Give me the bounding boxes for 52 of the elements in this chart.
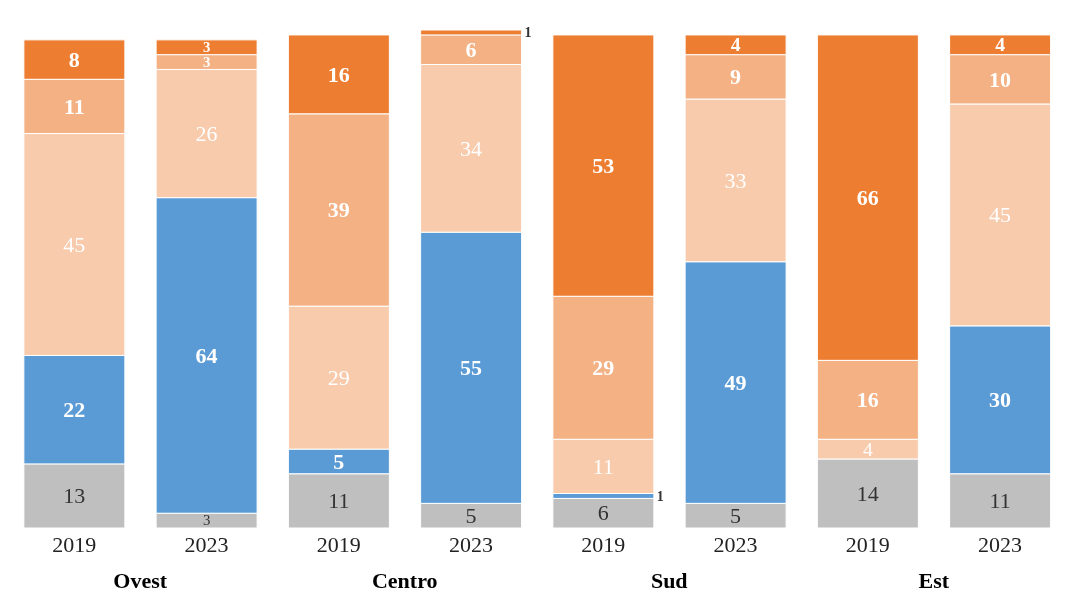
data-label: 55 xyxy=(460,355,483,381)
data-label: 53 xyxy=(592,152,615,178)
data-label: 49 xyxy=(724,369,747,395)
text: Est xyxy=(917,568,951,594)
data-label: 39 xyxy=(327,197,350,223)
data-label: 16 xyxy=(856,387,879,413)
x-tick-label: 2023 xyxy=(713,531,758,557)
data-label: 5 xyxy=(465,502,477,528)
data-label: 11 xyxy=(592,453,614,479)
bar xyxy=(552,497,655,528)
x-tick-label: 2019 xyxy=(845,531,890,557)
text: Ovest xyxy=(112,568,169,594)
data-label: 22 xyxy=(63,396,86,422)
text: Centro xyxy=(370,568,439,594)
data-label: 30 xyxy=(989,387,1012,413)
data-label: 16 xyxy=(327,61,350,87)
data-label: 26 xyxy=(195,120,218,146)
data-label: 66 xyxy=(856,184,879,210)
x-tick-label: 2023 xyxy=(184,531,229,557)
data-label: 4 xyxy=(730,33,741,56)
data-label: 1 xyxy=(524,25,532,41)
data-label: 5 xyxy=(333,448,345,474)
data-label: 4 xyxy=(862,437,873,460)
data-label: 3 xyxy=(202,53,211,70)
data-label: 6 xyxy=(597,500,609,526)
data-label: 1 xyxy=(656,488,664,504)
data-label: 64 xyxy=(195,342,218,368)
data-label: 5 xyxy=(730,502,742,528)
data-label: 29 xyxy=(592,355,615,381)
data-label: 6 xyxy=(465,36,477,62)
text: Sud xyxy=(649,568,689,594)
data-label: 14 xyxy=(856,480,879,506)
data-label: 10 xyxy=(989,66,1012,92)
data-label: 9 xyxy=(730,64,742,90)
data-label: 45 xyxy=(989,202,1012,228)
data-label: 29 xyxy=(327,364,350,390)
data-label: 45 xyxy=(63,231,86,257)
data-label: 8 xyxy=(68,46,80,72)
data-label: 33 xyxy=(724,167,747,193)
x-tick-label: 2023 xyxy=(977,531,1022,557)
x-tick-label: 2019 xyxy=(316,531,361,557)
x-tick-label: 2023 xyxy=(448,531,493,557)
data-label: 4 xyxy=(995,33,1006,56)
data-label: 13 xyxy=(63,483,86,509)
data-label: 11 xyxy=(328,488,350,514)
data-label: 11 xyxy=(63,93,85,119)
data-label: 34 xyxy=(460,135,483,161)
x-tick-label: 2019 xyxy=(52,531,97,557)
data-label: 11 xyxy=(989,488,1011,514)
data-label: 3 xyxy=(202,512,211,529)
x-tick-label: 2019 xyxy=(581,531,626,557)
data-label: 3 xyxy=(202,39,211,56)
